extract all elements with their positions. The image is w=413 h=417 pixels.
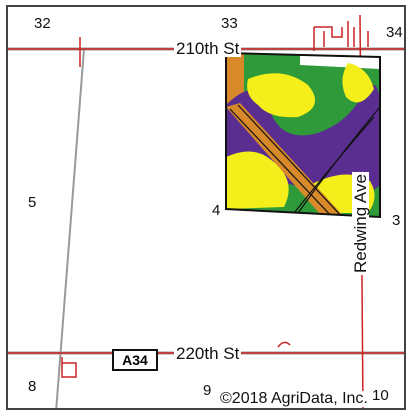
highway-shield-a34: A34: [112, 349, 158, 371]
soil-zone-yellow-sw: [226, 151, 289, 209]
road-label-220th-st: 220th St: [174, 344, 242, 363]
parcel-curve-s: [277, 341, 291, 348]
section-number-5: 5: [28, 194, 37, 211]
highway-shield-label: A34: [122, 352, 148, 368]
road-west-gravel: [55, 48, 85, 408]
section-number-8: 8: [28, 378, 37, 395]
road-label-redwing-ave: Redwing Ave: [351, 172, 370, 275]
farmstead-lines: [313, 21, 369, 51]
section-number-32: 32: [34, 15, 51, 32]
parcel-sw: [61, 357, 77, 378]
field-boundary: [225, 51, 381, 219]
soil-zone-yellow-north: [247, 73, 316, 118]
section-number-34: 34: [386, 24, 403, 41]
section-number-33: 33: [221, 15, 238, 32]
soil-zone-yellow-ne: [342, 63, 374, 103]
section-number-4: 4: [212, 202, 221, 219]
section-number-3: 3: [392, 212, 401, 229]
map-frame: 32 33 34 5 4 3 8 9 10 210th St 220th St …: [6, 5, 406, 410]
copyright-notice: ©2018 AgriData, Inc.: [220, 390, 368, 407]
road-label-210th-st: 210th St: [174, 39, 242, 58]
section-number-9: 9: [203, 382, 212, 399]
soil-zone-orange-corridor: [226, 103, 348, 217]
section-number-10: 10: [372, 387, 389, 404]
